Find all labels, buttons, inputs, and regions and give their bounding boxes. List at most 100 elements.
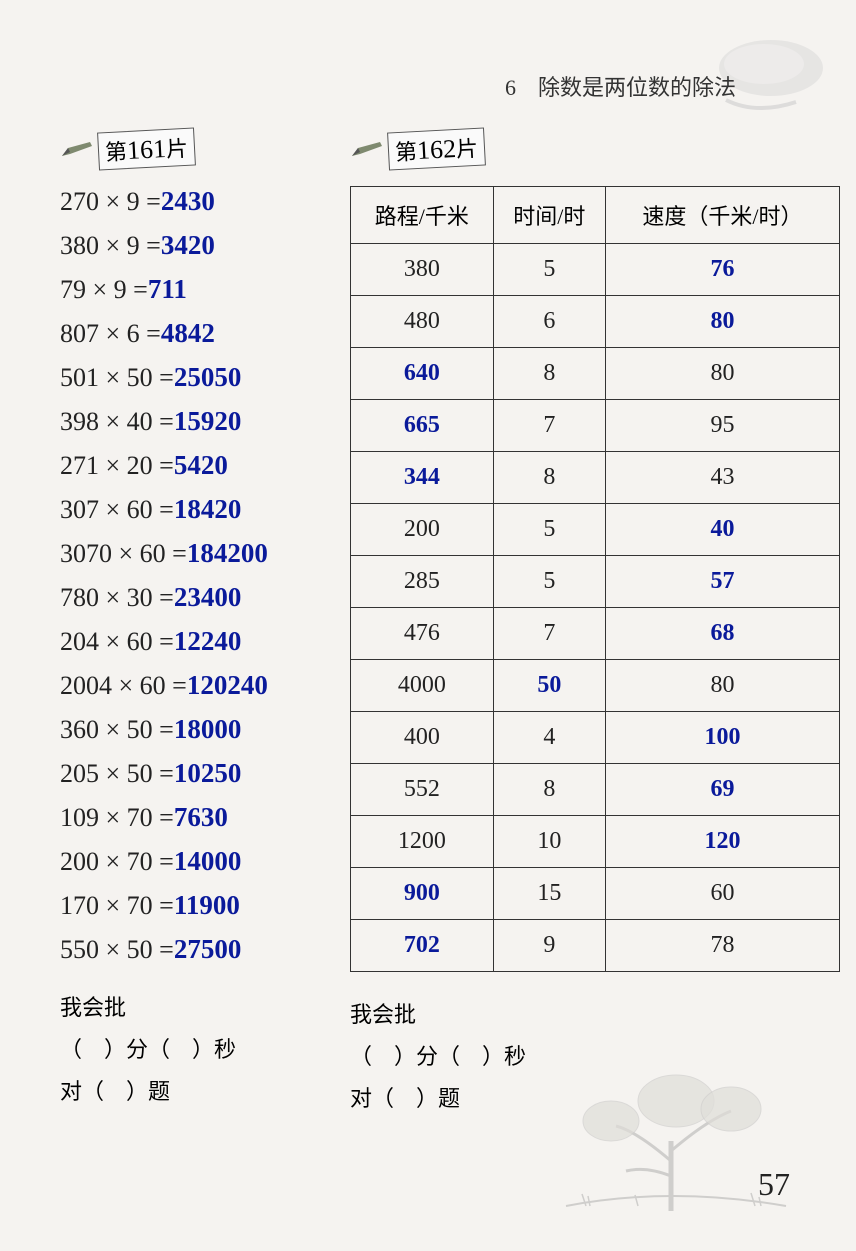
column-left: 第161片 270 × 9 =2430 380 × 9 =3420 79 × 9 =… bbox=[60, 60, 330, 1112]
equation-answer: 11900 bbox=[174, 890, 240, 920]
equation-lhs: 780 × 30 = bbox=[60, 583, 174, 612]
equation-lhs: 307 × 60 = bbox=[60, 495, 174, 524]
equation-row: 270 × 9 =2430 bbox=[60, 186, 330, 217]
equation-answer: 14000 bbox=[174, 846, 242, 876]
equation-row: 2004 × 60 =120240 bbox=[60, 670, 330, 701]
tag-number: 161 bbox=[126, 134, 167, 166]
section-161-tag: 第161片 bbox=[60, 130, 330, 168]
equation-answer: 15920 bbox=[174, 406, 242, 436]
equation-answer: 12240 bbox=[174, 626, 242, 656]
table-cell: 9 bbox=[493, 920, 605, 972]
pencil-icon bbox=[60, 140, 94, 158]
table-cell: 1200 bbox=[351, 816, 494, 868]
table-row: 9001560 bbox=[351, 868, 840, 920]
equation-lhs: 550 × 50 = bbox=[60, 935, 174, 964]
equation-lhs: 109 × 70 = bbox=[60, 803, 174, 832]
equation-row: 170 × 70 =11900 bbox=[60, 890, 330, 921]
grading-title: 我会批 bbox=[60, 987, 330, 1029]
table-row: 200540 bbox=[351, 504, 840, 556]
table-cell: 15 bbox=[493, 868, 605, 920]
equation-row: 380 × 9 =3420 bbox=[60, 230, 330, 261]
page: 6 除数是两位数的除法 第161片 270 × 9 =2430380 × 9 =… bbox=[0, 0, 856, 1251]
equation-answer: 4842 bbox=[161, 318, 215, 348]
table-cell: 40 bbox=[605, 504, 839, 556]
equation-row: 360 × 50 =18000 bbox=[60, 714, 330, 745]
table-cell: 285 bbox=[351, 556, 494, 608]
table-cell: 95 bbox=[605, 400, 839, 452]
table-row: 285557 bbox=[351, 556, 840, 608]
table-cell: 80 bbox=[605, 660, 839, 712]
equation-lhs: 360 × 50 = bbox=[60, 715, 174, 744]
equation-answer: 23400 bbox=[174, 582, 242, 612]
table-row: 552869 bbox=[351, 764, 840, 816]
equation-lhs: 204 × 60 = bbox=[60, 627, 174, 656]
col-speed: 速度（千米/时） bbox=[605, 187, 839, 244]
table-cell: 702 bbox=[351, 920, 494, 972]
table-row: 476768 bbox=[351, 608, 840, 660]
equation-row: 307 × 60 =18420 bbox=[60, 494, 330, 525]
table-cell: 50 bbox=[493, 660, 605, 712]
grading-correct: 对（ ）题 bbox=[60, 1071, 330, 1113]
equation-lhs: 170 × 70 = bbox=[60, 891, 174, 920]
equation-row: 398 × 40 =15920 bbox=[60, 406, 330, 437]
equation-answer: 18420 bbox=[174, 494, 242, 524]
table-cell: 552 bbox=[351, 764, 494, 816]
table-cell: 5 bbox=[493, 504, 605, 556]
table-cell: 60 bbox=[605, 868, 839, 920]
table-cell: 100 bbox=[605, 712, 839, 764]
table-row: 4004100 bbox=[351, 712, 840, 764]
table-cell: 57 bbox=[605, 556, 839, 608]
table-row: 640880 bbox=[351, 348, 840, 400]
tag-suffix: 片 bbox=[455, 131, 479, 164]
equation-answer: 2430 bbox=[161, 186, 215, 216]
equation-answer: 711 bbox=[148, 274, 187, 304]
table-row: 480680 bbox=[351, 296, 840, 348]
table-row: 120010120 bbox=[351, 816, 840, 868]
equation-row: 501 × 50 =25050 bbox=[60, 362, 330, 393]
table-cell: 4000 bbox=[351, 660, 494, 712]
equation-lhs: 200 × 70 = bbox=[60, 847, 174, 876]
grading-title: 我会批 bbox=[350, 994, 840, 1036]
equation-row: 79 × 9 =711 bbox=[60, 274, 330, 305]
table-cell: 120 bbox=[605, 816, 839, 868]
table-cell: 8 bbox=[493, 348, 605, 400]
equation-row: 550 × 50 =27500 bbox=[60, 934, 330, 965]
table-cell: 640 bbox=[351, 348, 494, 400]
tag-number: 162 bbox=[416, 134, 457, 166]
equation-answer: 25050 bbox=[174, 362, 242, 392]
table-cell: 8 bbox=[493, 764, 605, 816]
equation-row: 205 × 50 =10250 bbox=[60, 758, 330, 789]
table-cell: 400 bbox=[351, 712, 494, 764]
table-cell: 476 bbox=[351, 608, 494, 660]
equation-lhs: 807 × 6 = bbox=[60, 319, 161, 348]
tag-box-161: 第161片 bbox=[97, 127, 196, 170]
grading-time: （ ）分（ ）秒 bbox=[60, 1029, 330, 1071]
equation-lhs: 380 × 9 = bbox=[60, 231, 161, 260]
equation-row: 3070 × 60 =184200 bbox=[60, 538, 330, 569]
equation-lhs: 270 × 9 = bbox=[60, 187, 161, 216]
table-cell: 5 bbox=[493, 556, 605, 608]
table-cell: 344 bbox=[351, 452, 494, 504]
equation-row: 200 × 70 =14000 bbox=[60, 846, 330, 877]
equation-lhs: 398 × 40 = bbox=[60, 407, 174, 436]
table-body: 3805764806806408806657953448432005402855… bbox=[351, 244, 840, 972]
col-time: 时间/时 bbox=[493, 187, 605, 244]
equation-lhs: 2004 × 60 = bbox=[60, 671, 187, 700]
equation-list: 270 × 9 =2430 380 × 9 =3420 79 × 9 =711 807… bbox=[60, 186, 330, 965]
table-cell: 10 bbox=[493, 816, 605, 868]
table-cell: 480 bbox=[351, 296, 494, 348]
table-header-row: 路程/千米 时间/时 速度（千米/时） bbox=[351, 187, 840, 244]
equation-row: 109 × 70 =7630 bbox=[60, 802, 330, 833]
equation-row: 204 × 60 =12240 bbox=[60, 626, 330, 657]
table-row: 702978 bbox=[351, 920, 840, 972]
table-cell: 8 bbox=[493, 452, 605, 504]
equation-answer: 10250 bbox=[174, 758, 242, 788]
chapter-title: 6 除数是两位数的除法 bbox=[505, 70, 736, 102]
table-row: 665795 bbox=[351, 400, 840, 452]
equation-answer: 7630 bbox=[174, 802, 228, 832]
equation-answer: 5420 bbox=[174, 450, 228, 480]
table-cell: 80 bbox=[605, 296, 839, 348]
table-cell: 69 bbox=[605, 764, 839, 816]
equation-answer: 18000 bbox=[174, 714, 242, 744]
table-cell: 7 bbox=[493, 608, 605, 660]
